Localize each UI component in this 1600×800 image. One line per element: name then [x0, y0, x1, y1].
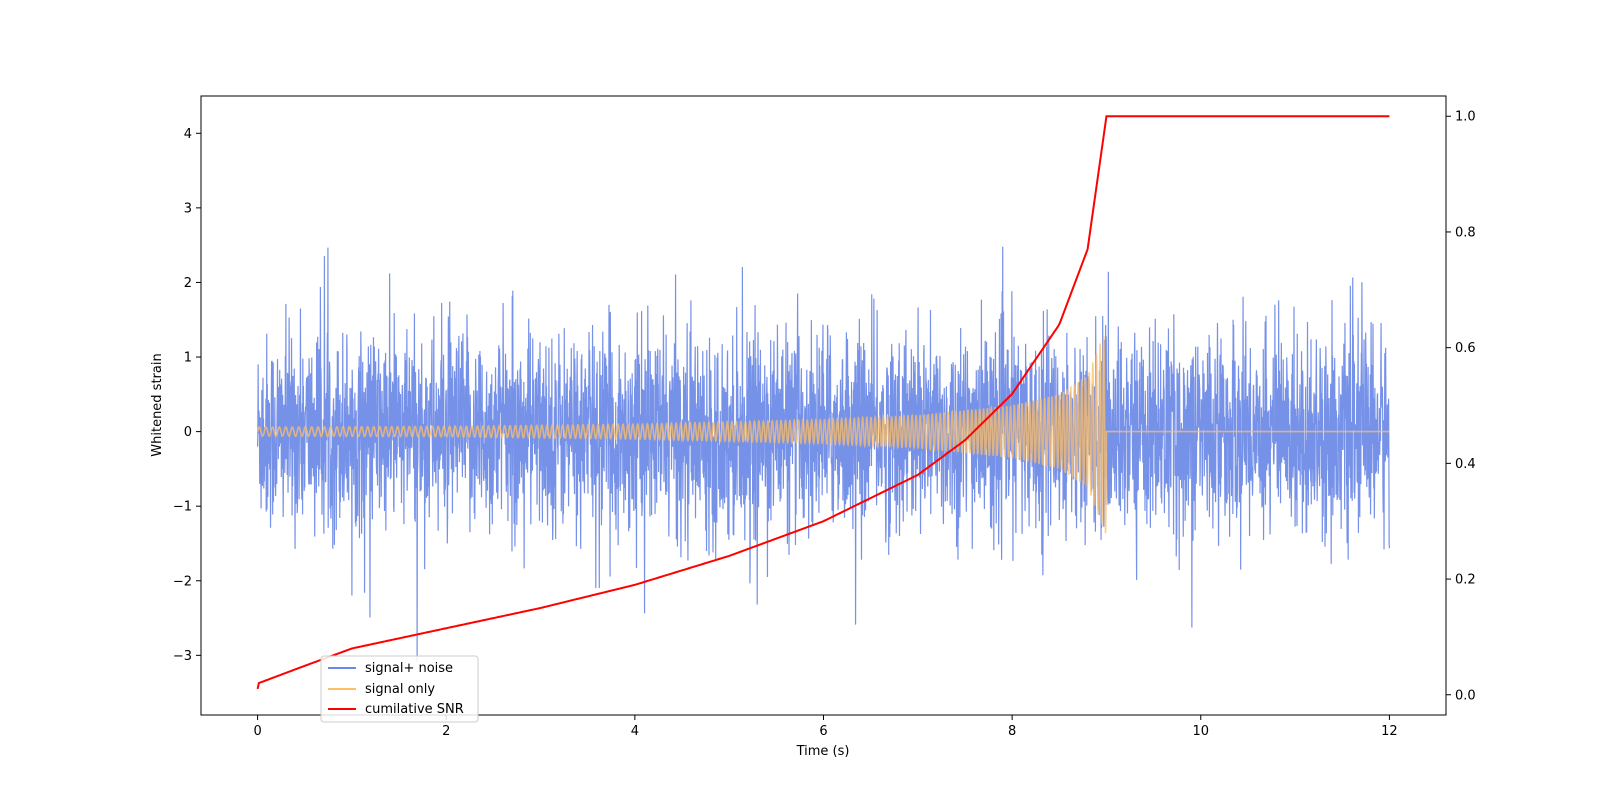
y-tick-label: 0	[184, 425, 192, 440]
y-tick-label: 1	[184, 351, 192, 366]
y2-tick-label: 0.2	[1455, 573, 1476, 588]
legend-label-signal-only: signal only	[365, 682, 435, 697]
y2-tick-label: 0.6	[1455, 341, 1476, 356]
y2-tick-label: 1.0	[1455, 110, 1476, 125]
series-layer	[256, 115, 1391, 690]
x-tick-label: 12	[1381, 724, 1398, 739]
x-tick-label: 6	[819, 724, 827, 739]
series-cumulative-snr	[256, 115, 1390, 690]
y-tick-label: −2	[173, 574, 192, 589]
y-tick-label: 4	[184, 127, 192, 142]
x-tick-label: 0	[253, 724, 261, 739]
y-tick-label: −3	[173, 649, 192, 664]
y-tick-label: −1	[173, 500, 192, 515]
legend: signal+ noise signal only cumilative SNR	[320, 655, 479, 723]
x-axis-label: Time (s)	[796, 744, 850, 759]
series-signal-only	[256, 334, 1390, 534]
series-signal-noise	[256, 246, 1391, 662]
x-tick-label: 4	[631, 724, 639, 739]
plot-area	[200, 95, 1447, 716]
y-tick-label: 3	[184, 201, 192, 216]
y-tick-label: 2	[184, 276, 192, 291]
y-axis-right: 0.0 0.2 0.4 0.6 0.8 1.0	[1446, 110, 1476, 703]
legend-box	[320, 655, 479, 723]
y2-tick-label: 0.8	[1455, 225, 1476, 240]
x-tick-label: 2	[442, 724, 450, 739]
legend-label-signal-noise: signal+ noise	[365, 661, 453, 676]
y2-tick-label: 0.0	[1455, 688, 1476, 703]
legend-label-cumulative-snr: cumilative SNR	[365, 702, 464, 717]
y-axis-label: Whitened strain	[150, 353, 165, 456]
y-axis-left: −3 −2 −1 0 1 2 3 4	[173, 127, 201, 664]
x-tick-label: 8	[1008, 724, 1016, 739]
x-tick-label: 10	[1192, 724, 1209, 739]
y2-tick-label: 0.4	[1455, 457, 1476, 472]
